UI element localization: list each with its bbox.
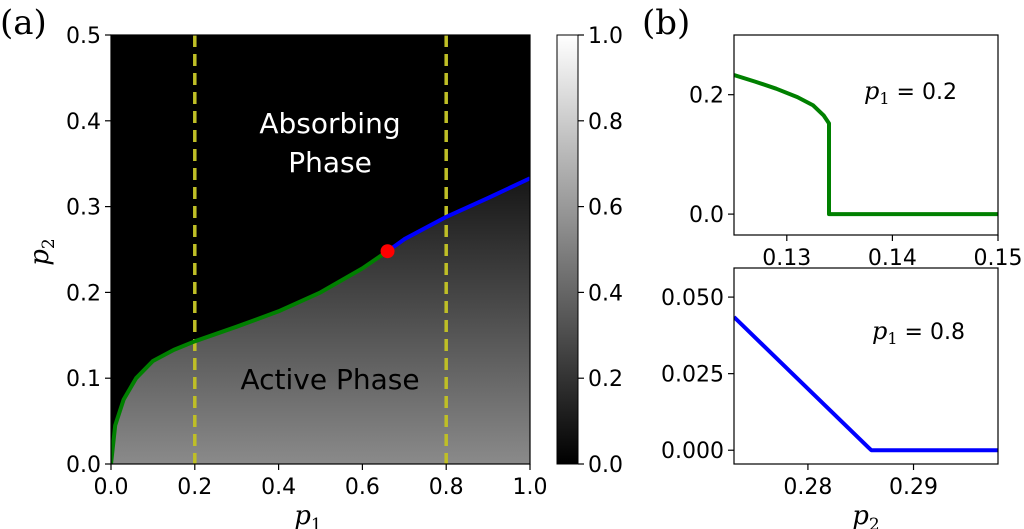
panel-a-ticks: 0.0 0.2 0.4 0.6 0.8 1.0 0.0 0.1 0.2 0.3 0.4 0.5 [66,24,548,500]
panel-b-top-x-tick-label: 0.13 [762,246,811,271]
panel-b-bottom-annotation-sub: 1 [887,329,897,348]
y-tick-label: 0.1 [66,367,101,392]
panel-a-ylabel-sub: 2 [39,238,59,249]
panel-b-bottom-ticks: 0.28 0.29 0.000 0.025 0.050 [661,286,938,500]
panel-b-top-y-tick-label: 0.2 [689,84,724,109]
colorbar-tick-label: 0.4 [588,281,623,306]
x-tick-label: 0.0 [94,475,129,500]
x-tick-label: 0.2 [177,475,212,500]
panel-b-top-y-tick-label: 0.0 [689,203,724,228]
panel-b-top-annotation-var: p [864,77,879,105]
phase-heatmap [111,35,530,464]
panel-a-ylabel: p2 [25,238,59,265]
panel-label-b: (b) [642,3,690,43]
y-tick-label: 0.3 [66,196,101,221]
panel-b-bottom-annotation-value: = 0.8 [898,320,965,345]
y-tick-label: 0.0 [66,453,101,478]
panel-a-ylabel-var: p [25,249,55,266]
panel-b-top-frame [733,34,999,236]
x-tick-label: 0.6 [345,475,380,500]
active-phase-label: Active Phase [240,363,419,396]
panel-b-bottom-annotation-var: p [872,317,887,345]
panel-b-bottom-x-tick-label: 0.29 [889,475,938,500]
panel-b-bottom-x-tick-label: 0.28 [783,475,832,500]
panel-a-xlabel-var: p [294,501,311,529]
panel-b-top-annotation-sub: 1 [879,89,889,108]
panel-a-xlabel-sub: 1 [311,515,322,529]
absorbing-phase-label-line1: Absorbing [259,107,400,140]
panel-b-bottom-frame [733,267,999,465]
panel-a-frame [110,34,531,465]
x-tick-label: 1.0 [513,475,548,500]
active-region [111,178,530,464]
panel-b-bottom-series [734,315,998,453]
panel-b-top-x-tick-label: 0.15 [974,246,1023,271]
second-order-line [386,176,530,253]
phase-lines [111,35,530,464]
panel-b-xlabel-sub: 2 [869,515,880,529]
y-tick-label: 0.2 [66,281,101,306]
colorbar-tick-label: 1.0 [588,24,623,49]
colorbar-gradient [556,34,579,465]
colorbar-tick-label: 0.0 [588,453,623,478]
y-tick-label: 0.5 [66,24,101,49]
colorbar-tick-label: 0.2 [588,367,623,392]
colorbar-tick-label: 0.6 [588,196,623,221]
phase-diagram: Absorbing Phase Active Phase 0.0 0.2 0.4 0.… [25,24,548,529]
tricritical-point [380,244,395,259]
colorbar: 0.0 0.2 0.4 0.6 0.8 1.0 [556,24,623,478]
panel-label-a: (a) [0,3,47,43]
x-tick-label: 0.4 [261,475,296,500]
panel-b-xlabel-var: p [852,501,869,529]
y-tick-label: 0.4 [66,110,101,135]
panel-b-top-ticks: 0.13 0.14 0.15 0.0 0.2 [689,84,1022,271]
first-order-line [111,249,389,464]
panel-a-xlabel: p1 [294,501,321,529]
panel-b-top-x-tick-label: 0.14 [868,246,917,271]
absorbing-phase-label-line2: Phase [288,146,372,179]
panel-b-bottom-annotation: p1 = 0.8 [872,317,965,348]
panel-b-xlabel: p2 [852,501,879,529]
panel-b-bottom-series-line [734,315,998,453]
panel-b-bottom-y-tick-label: 0.050 [661,286,724,311]
panel-b-top-series [734,73,998,217]
panel-b-bottom-y-tick-label: 0.000 [661,439,724,464]
panel-b-top-series-line [734,73,998,217]
colorbar-ticks: 0.0 0.2 0.4 0.6 0.8 1.0 [578,24,623,478]
panel-b-top: 0.13 0.14 0.15 0.0 0.2 p1 = 0.2 [689,34,1022,271]
panel-b-bottom-y-tick-label: 0.025 [661,363,724,388]
panel-b-top-annotation: p1 = 0.2 [864,77,957,108]
colorbar-tick-label: 0.8 [588,110,623,135]
x-tick-label: 0.8 [429,475,464,500]
panel-b-top-annotation-value: = 0.2 [890,80,957,105]
